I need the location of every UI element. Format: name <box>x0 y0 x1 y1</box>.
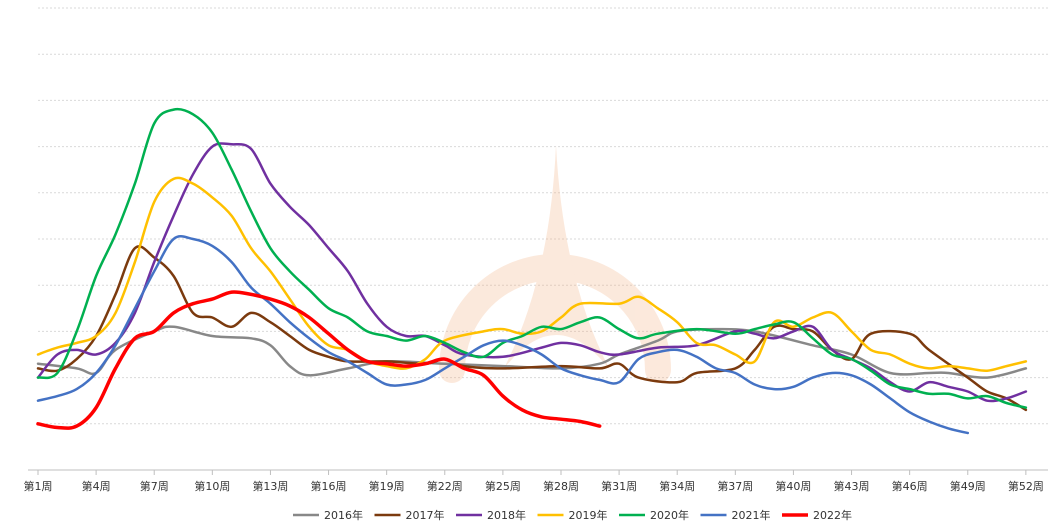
legend-label: 2019年 <box>569 508 608 522</box>
x-tick-label: 第1周 <box>24 479 53 493</box>
x-tick-label: 第4周 <box>82 479 111 493</box>
x-tick-label: 第43周 <box>834 479 870 493</box>
series-line-3 <box>36 142 1028 403</box>
x-tick-label: 第37周 <box>717 479 753 493</box>
grid <box>38 7 1048 425</box>
x-tick-label: 第19周 <box>369 479 405 493</box>
x-tick-label: 第25周 <box>485 479 521 493</box>
watermark-peak <box>503 145 610 370</box>
series-lines <box>36 107 1028 435</box>
watermark-arc <box>439 254 671 383</box>
x-axis: 第1周 第4周 第7周 第10周 第13周 第16周 第19周 第22周 第25周 第28周 第31… <box>24 469 1048 493</box>
legend-label: 2016年 <box>324 508 363 522</box>
series-line-1 <box>36 325 1028 379</box>
x-tick-label: 第28周 <box>543 479 579 493</box>
legend-label: 2021年 <box>732 508 771 522</box>
legend: 2016年 2017年 2018年 2019年 2020年 2021年 2022年 <box>293 508 852 522</box>
x-tick-label: 第13周 <box>252 479 288 493</box>
x-tick-label: 第52周 <box>1008 479 1044 493</box>
x-tick-label: 第10周 <box>194 479 230 493</box>
x-tick-label: 第16周 <box>311 479 347 493</box>
legend-label: 2022年 <box>813 508 852 522</box>
legend-label: 2018年 <box>487 508 526 522</box>
series-line-5 <box>36 107 1028 409</box>
series-line-7 <box>36 290 602 430</box>
legend-label: 2020年 <box>650 508 689 522</box>
legend-label: 2017年 <box>406 508 445 522</box>
series-line-6 <box>36 235 970 435</box>
x-tick-label: 第46周 <box>892 479 928 493</box>
series-line-4 <box>36 176 1028 372</box>
x-tick-label: 第49周 <box>950 479 986 493</box>
series-line-2 <box>36 245 1028 412</box>
x-tick-label: 第34周 <box>659 479 695 493</box>
x-tick-label: 第31周 <box>601 479 637 493</box>
x-tick-label: 第22周 <box>427 479 463 493</box>
x-tick-label: 第40周 <box>775 479 811 493</box>
watermark-logo <box>439 145 671 383</box>
x-tick-label: 第7周 <box>140 479 169 493</box>
